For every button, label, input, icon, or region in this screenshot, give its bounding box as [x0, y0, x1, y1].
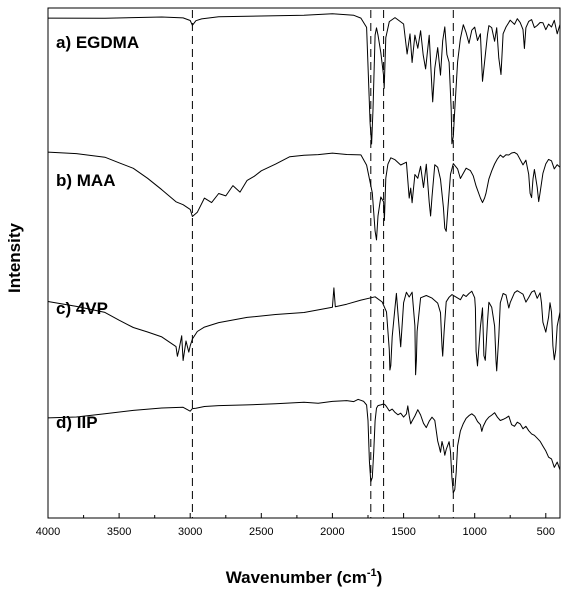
- series-label-1: a) EGDMA: [56, 33, 139, 52]
- x-axis-title-superscript: -1: [367, 567, 377, 579]
- series-layer: [47, 13, 561, 494]
- x-axis: 4000 3500 3000 2500 2000 1500 1000 500: [36, 513, 555, 538]
- x-axis-title-text: Wavenumber (cm: [226, 568, 367, 587]
- series-line-2: [47, 151, 561, 241]
- x-tick-label-4000: 4000: [36, 526, 60, 538]
- series-line-1: [47, 13, 561, 145]
- series-label-4: d) IIP: [56, 413, 98, 432]
- plot-frame: [47, 7, 561, 519]
- y-axis-title: Intensity: [5, 223, 24, 293]
- series-line-4: [47, 398, 561, 494]
- series-label-3: c) 4VP: [56, 299, 108, 318]
- series-line-3: [47, 287, 561, 376]
- x-tick-label-3500: 3500: [107, 526, 131, 538]
- reference-lines: [191, 10, 454, 518]
- x-axis-title: Wavenumber (cm-1): [226, 567, 383, 587]
- x-axis-title-close: ): [377, 568, 383, 587]
- x-tick-label-2500: 2500: [249, 526, 273, 538]
- series-labels: a) EGDMA b) MAA c) 4VP d) IIP: [56, 33, 139, 432]
- x-tick-label-3000: 3000: [178, 526, 202, 538]
- x-tick-label-1500: 1500: [391, 526, 415, 538]
- x-tick-label-1000: 1000: [462, 526, 486, 538]
- series-label-2: b) MAA: [56, 171, 115, 190]
- x-tick-label-2000: 2000: [320, 526, 344, 538]
- x-tick-label-500: 500: [537, 526, 555, 538]
